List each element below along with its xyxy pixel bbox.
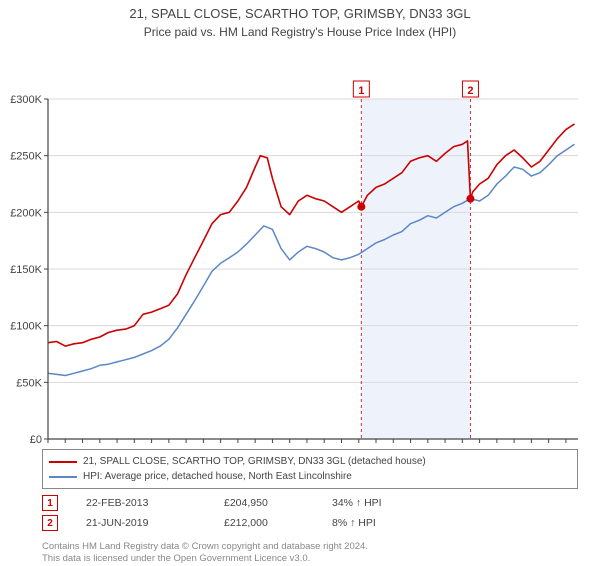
legend-label-hpi: HPI: Average price, detached house, Nort… [83, 469, 352, 484]
svg-text:£0: £0 [30, 434, 42, 443]
svg-text:£250K: £250K [10, 151, 42, 163]
legend: 21, SPALL CLOSE, SCARTHO TOP, GRIMSBY, D… [42, 449, 578, 489]
chart-area: £0£50K£100K£150K£200K£250K£300K199519961… [0, 43, 600, 443]
chart-title-address: 21, SPALL CLOSE, SCARTHO TOP, GRIMSBY, D… [0, 6, 600, 21]
attribution-line: Contains HM Land Registry data © Crown c… [42, 541, 578, 553]
chart-title-sub: Price paid vs. HM Land Registry's House … [0, 25, 600, 39]
marker-badge: 1 [42, 495, 58, 511]
markers-table: 1 22-FEB-2013 £204,950 34% ↑ HPI 2 21-JU… [42, 495, 578, 535]
marker-row: 2 21-JUN-2019 £212,000 8% ↑ HPI [42, 515, 578, 531]
marker-row: 1 22-FEB-2013 £204,950 34% ↑ HPI [42, 495, 578, 511]
marker-date: 22-FEB-2013 [86, 497, 196, 509]
marker-delta: 8% ↑ HPI [332, 517, 412, 529]
legend-swatch-price [49, 461, 77, 463]
marker-price: £204,950 [224, 497, 304, 509]
svg-text:2: 2 [467, 85, 473, 97]
marker-delta: 34% ↑ HPI [332, 497, 412, 509]
marker-badge: 2 [42, 515, 58, 531]
svg-text:£200K: £200K [10, 207, 42, 219]
svg-text:£50K: £50K [16, 377, 42, 389]
marker-price: £212,000 [224, 517, 304, 529]
svg-text:1: 1 [358, 85, 364, 97]
line-chart: £0£50K£100K£150K£200K£250K£300K199519961… [0, 43, 600, 443]
legend-label-price: 21, SPALL CLOSE, SCARTHO TOP, GRIMSBY, D… [83, 454, 426, 469]
legend-item-hpi: HPI: Average price, detached house, Nort… [49, 469, 571, 484]
svg-text:£150K: £150K [10, 264, 42, 276]
legend-swatch-hpi [49, 476, 77, 478]
svg-text:£300K: £300K [10, 94, 42, 106]
svg-text:£100K: £100K [10, 321, 42, 333]
marker-date: 21-JUN-2019 [86, 517, 196, 529]
attribution: Contains HM Land Registry data © Crown c… [42, 541, 578, 566]
legend-item-price: 21, SPALL CLOSE, SCARTHO TOP, GRIMSBY, D… [49, 454, 571, 469]
